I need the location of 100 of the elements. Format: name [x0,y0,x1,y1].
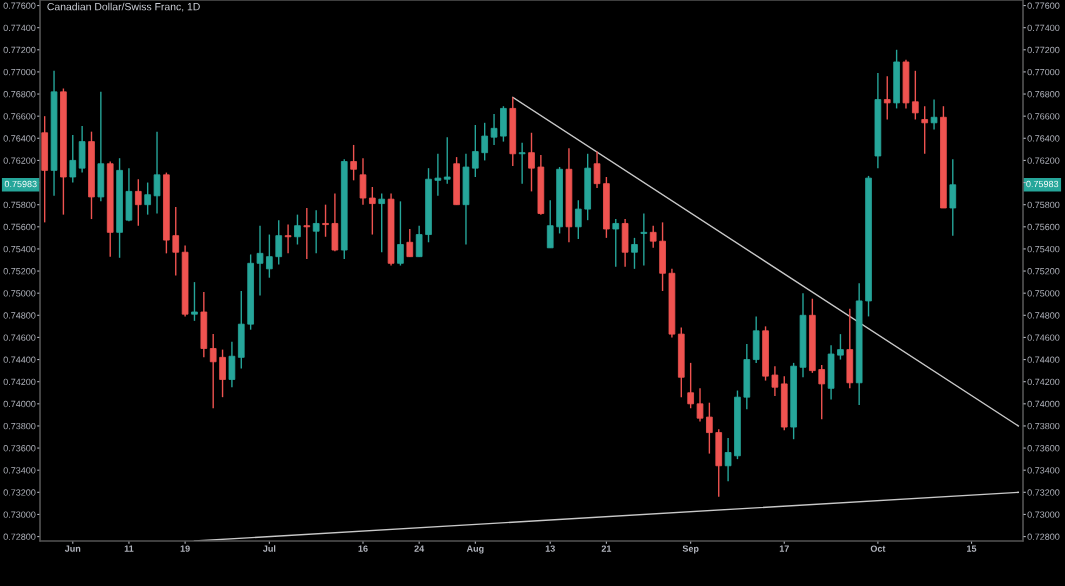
candlestick [266,233,273,279]
y2-tick-label: 0.77200 [1027,46,1060,54]
text: 0.75983 [1026,180,1059,188]
x-tick-label: 21 [601,545,612,552]
y-tick-label: 0.73200 [3,489,36,496]
candlestick [312,209,320,255]
candlestick [949,158,957,237]
candlestick [687,362,694,409]
candlestick [406,228,414,258]
y2-tick-label: 0.75800 [1027,201,1060,209]
candlestick [350,144,357,182]
candlestick [696,387,704,423]
x-tick-label: Jul [262,545,276,552]
y2-tick-label: 0.76800 [1027,91,1060,98]
x-tick-label: 17 [779,545,789,552]
y2-tick-label: 0.77600 [1027,2,1060,9]
candlestick [930,98,938,131]
candlestick [303,207,311,260]
y2-tick-label: 0.76600 [1027,113,1060,120]
candlestick [490,113,498,146]
y-tick-label: 0.72800 [3,533,36,540]
y2-tick-label: 0.76400 [1027,135,1060,142]
y-tick-label: 0.75600 [3,223,36,231]
candlestick [153,130,161,215]
y2-tick-label: 0.75200 [1027,268,1060,275]
candlestick [275,219,283,266]
candlestick [443,136,451,185]
candlestick [294,213,301,246]
y-tick-label: 0.76600 [3,113,36,120]
y-tick-label: 0.74000 [3,400,36,408]
candlestick [284,223,292,255]
candlestick [518,142,526,185]
y-tick-label: 0.74400 [3,356,36,363]
y2-tick-label: 0.75000 [1027,290,1060,297]
y-tick-label: 0.77600 [3,2,36,9]
x-tick-label: 24 [414,545,425,552]
candlestick [369,186,376,236]
x-tick-label: 16 [358,545,368,552]
y-tick-label: 0.74200 [3,378,36,386]
y-tick-label: 0.75400 [3,245,36,253]
y-tick-label: 0.73000 [3,511,36,518]
y-tick-label: 0.75000 [3,290,36,297]
y2-tick-label: 0.74200 [1027,378,1060,386]
candlestick [481,122,489,162]
candlestick [209,333,217,409]
y-tick-label: 0.76800 [3,91,36,98]
y2-tick-label: 0.77000 [1027,68,1060,76]
candlestick [434,153,442,197]
y2-tick-label: 0.74600 [1027,334,1060,341]
y2-tick-label: 0.75400 [1027,245,1060,253]
y-tick-label: 0.74800 [3,312,36,319]
y-tick-label: 0.76400 [3,135,36,142]
candlestick [322,203,329,238]
y-tick-label: 0.74600 [3,334,36,341]
candlestick [397,200,404,267]
y-tick-label: 0.73400 [3,467,36,474]
candlestick [883,75,891,121]
x-tick-label: 13 [545,545,555,552]
candlestick [612,218,620,268]
candlestick [219,348,226,398]
candlestick [256,224,264,297]
candlestick [593,150,601,189]
x-tick-label: 15 [967,545,977,552]
candlestick [415,224,423,258]
y-tick-label: 0.77400 [3,24,36,32]
text: 0.75983 [4,180,37,188]
candlestick [706,402,713,455]
candlestick [472,124,479,178]
y2-tick-label: 0.73400 [1027,467,1060,474]
candlestick [818,364,826,420]
candlestick [546,199,554,249]
candlestick [912,70,919,121]
candlestick [574,199,582,240]
y2-tick-label: 0.73200 [1027,489,1060,496]
x-tick-label: Sep [682,545,699,554]
x-tick-label: Oct [870,545,886,552]
x-tick-label: 11 [124,545,134,552]
candlestick [359,157,367,206]
y-tick-label: 0.77000 [3,68,36,76]
x-tick-label: Jun [64,545,81,552]
y2-tick-label: 0.73600 [1027,445,1060,452]
candlestick [528,132,535,193]
y2-tick-label: 0.75600 [1027,223,1060,231]
x-tick-label: Aug [466,545,484,554]
x-tick-label: 19 [180,545,190,552]
y-tick-label: 0.73600 [3,445,36,452]
chart-title: Canadian Dollar/Swiss Franc, 1D [47,2,200,12]
candlestick [921,105,929,155]
y2-tick-label: 0.73800 [1027,422,1060,430]
candlestick [640,212,648,267]
candlestick [724,437,732,482]
y2-tick-label: 0.77400 [1027,24,1060,32]
candlestick [631,237,638,270]
y2-tick-label: 0.72800 [1027,533,1060,540]
candlestick [837,333,844,361]
candlestick [771,365,779,397]
candlestick [134,178,142,227]
y2-tick-label: 0.73000 [1027,511,1060,518]
y-tick-label: 0.73800 [3,422,36,430]
candlestick [69,134,77,184]
